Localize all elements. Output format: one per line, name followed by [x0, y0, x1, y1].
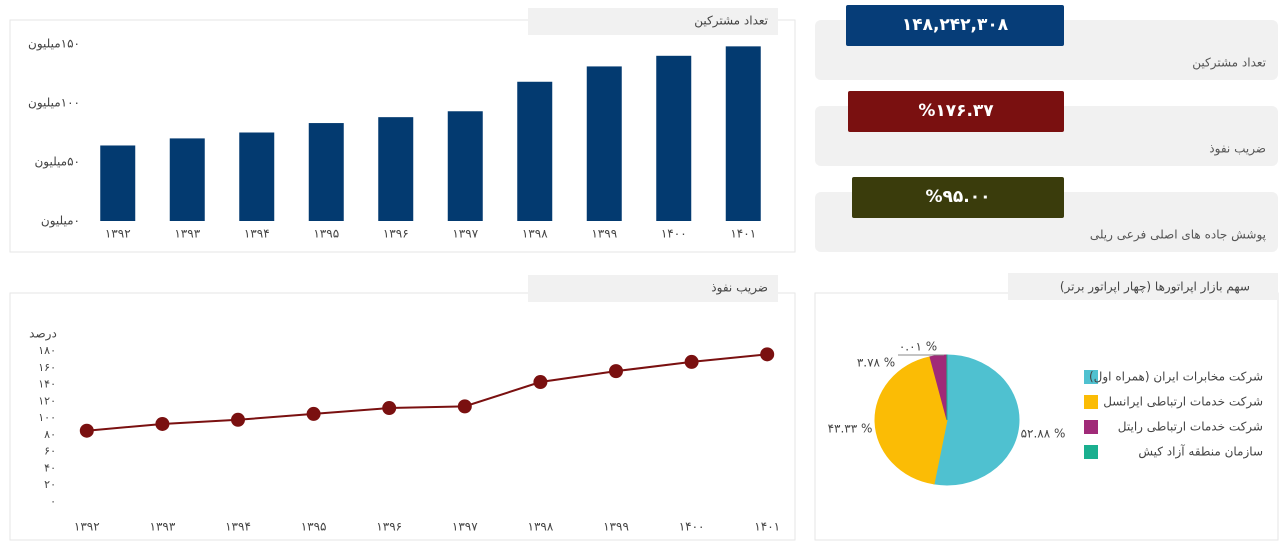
- bar: [100, 145, 136, 221]
- x-tick-label: ۱۳۹۸: [522, 227, 548, 241]
- marker: [533, 375, 548, 390]
- x-tick-label: ۱۳۹۲: [105, 227, 131, 241]
- legend-swatch: [1084, 395, 1098, 409]
- legend-swatch: [1084, 445, 1098, 459]
- x-tick-label: ۱۳۹۳: [174, 227, 200, 241]
- bar: [378, 117, 414, 221]
- marker: [609, 364, 623, 379]
- bar: [239, 132, 275, 221]
- y-axis-label: درصد: [29, 327, 57, 342]
- x-tick-label: ۱۴۰۰: [661, 227, 687, 241]
- y-tick-label: ۱۰۰میلیون: [28, 96, 80, 111]
- kpi-title: تعداد مشترکین: [1192, 56, 1266, 71]
- x-tick-label: ۱۳۹۶: [383, 227, 409, 241]
- data-label: % ۰.۰۱: [899, 340, 937, 354]
- kpi-value: %۹۵.۰۰: [926, 187, 991, 207]
- y-tick-label: ۱۰۰: [38, 411, 56, 424]
- y-tick-label: ۴۰: [44, 461, 56, 474]
- chart-title: ضریب نفوذ: [711, 281, 768, 296]
- x-tick-label: ۱۴۰۱: [730, 227, 756, 241]
- bar: [725, 46, 761, 221]
- kpi-value: ۱۴۸,۲۴۲,۳۰۸: [902, 15, 1009, 35]
- bar: [308, 123, 344, 221]
- data-label: % ۴۳.۳۳: [828, 422, 873, 436]
- y-tick-label: ۸۰: [44, 428, 56, 441]
- x-tick-label: ۱۳۹۵: [301, 520, 327, 534]
- y-tick-label: ۶۰: [44, 445, 56, 458]
- line-title-tab: [528, 275, 778, 302]
- x-tick-label: ۱۳۹۶: [376, 520, 402, 534]
- x-tick-label: ۱۳۹۸: [528, 520, 554, 534]
- chart-title: سهم بازار اپراتورها (چهار اپراتور برتر): [1060, 280, 1250, 295]
- x-tick-label: ۱۴۰۰: [679, 520, 705, 534]
- x-tick-label: ۱۳۹۳: [150, 520, 176, 534]
- kpi-value-box: [846, 5, 1064, 46]
- x-tick-label: ۱۳۹۹: [591, 227, 617, 241]
- bar: [656, 55, 692, 221]
- legend-swatch: [1084, 420, 1098, 434]
- legend-label: شرکت خدمات ارتباطی رایتل: [1118, 420, 1263, 435]
- marker: [231, 412, 245, 427]
- y-tick-label: ۱۴۰: [38, 378, 56, 391]
- bar: [447, 111, 483, 221]
- x-tick-label: ۱۳۹۲: [74, 520, 100, 534]
- marker: [457, 399, 472, 414]
- line: [86, 353, 768, 432]
- line-panel: [9, 292, 796, 541]
- bar: [169, 138, 205, 221]
- marker: [155, 416, 170, 431]
- marker: [79, 423, 94, 438]
- x-tick-label: ۱۳۹۹: [603, 520, 629, 534]
- y-tick-label: ۲۰: [44, 478, 56, 491]
- bar-title-tab: [528, 8, 778, 35]
- y-tick-label: ۰: [50, 495, 56, 508]
- kpi-value: %۱۷۶.۳۷: [918, 101, 994, 121]
- marker: [382, 401, 397, 416]
- pie-title-tab: [1008, 273, 1278, 300]
- x-tick-label: ۱۳۹۷: [452, 227, 478, 241]
- legend-label: شرکت خدمات ارتباطی ایرانسل: [1103, 395, 1263, 410]
- bar: [586, 66, 622, 221]
- y-tick-label: ۱۲۰: [38, 394, 56, 407]
- legend-label: سازمان منطقه آزاد کیش: [1138, 444, 1263, 460]
- y-tick-label: ۰میلیون: [41, 214, 80, 229]
- pie-slice: [874, 356, 948, 485]
- marker: [684, 354, 699, 369]
- data-label: % ۳.۷۸: [857, 356, 895, 370]
- chart-title: تعداد مشترکین: [694, 14, 768, 29]
- marker: [306, 406, 321, 421]
- marker: [760, 347, 775, 362]
- x-tick-label: ۱۳۹۷: [452, 520, 478, 534]
- kpi-title: ضریب نفوذ: [1209, 142, 1266, 157]
- y-tick-label: ۱۵۰میلیون: [28, 37, 80, 52]
- legend-label: شرکت مخابرات ایران (همراه اول): [1089, 370, 1263, 385]
- x-tick-label: ۱۳۹۴: [244, 227, 270, 241]
- kpi-value-box: [852, 177, 1064, 218]
- bar: [517, 81, 553, 221]
- kpi-title: پوشش جاده های اصلی فرعی ریلی: [1090, 228, 1266, 243]
- legend-swatch: [1084, 370, 1098, 384]
- data-label: % ۵۲.۸۸: [1021, 427, 1066, 441]
- y-tick-label: ۵۰میلیون: [34, 155, 80, 170]
- pie-slice: [933, 354, 1020, 486]
- kpi-value-box: [848, 91, 1064, 132]
- y-tick-label: ۱۸۰: [38, 344, 56, 357]
- y-tick-label: ۱۶۰: [38, 361, 56, 374]
- x-tick-label: ۱۳۹۴: [225, 520, 251, 534]
- x-tick-label: ۱۳۹۵: [313, 227, 339, 241]
- x-tick-label: ۱۴۰۱: [754, 520, 780, 534]
